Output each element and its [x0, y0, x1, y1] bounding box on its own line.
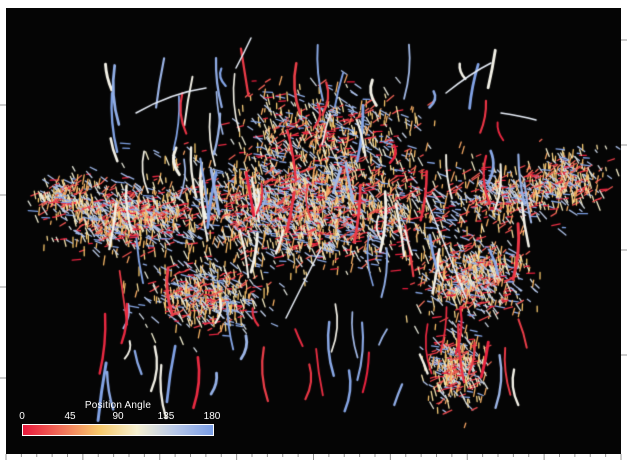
legend-tick-labels: 0 45 90 135 180 — [18, 411, 221, 423]
vector-field-image — [6, 8, 621, 454]
legend-title: Position Angle — [84, 400, 152, 411]
colorbar — [22, 424, 214, 436]
legend-tick-45: 45 — [64, 411, 76, 422]
plot-area — [6, 8, 621, 454]
legend-tick-135: 135 — [157, 411, 175, 422]
legend-tick-90: 90 — [112, 411, 124, 422]
legend-tick-0: 0 — [19, 411, 25, 422]
colorbar-legend: Position Angle 0 45 90 135 180 — [18, 400, 221, 444]
legend-tick-180: 180 — [203, 411, 221, 422]
